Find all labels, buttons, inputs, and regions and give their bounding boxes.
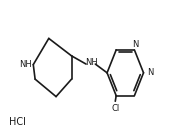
Text: HCl: HCl bbox=[9, 117, 26, 127]
Text: Cl: Cl bbox=[111, 104, 119, 113]
Text: N: N bbox=[147, 68, 154, 77]
Text: N: N bbox=[132, 40, 139, 49]
Text: NH: NH bbox=[85, 58, 97, 67]
Text: NH: NH bbox=[19, 60, 31, 69]
